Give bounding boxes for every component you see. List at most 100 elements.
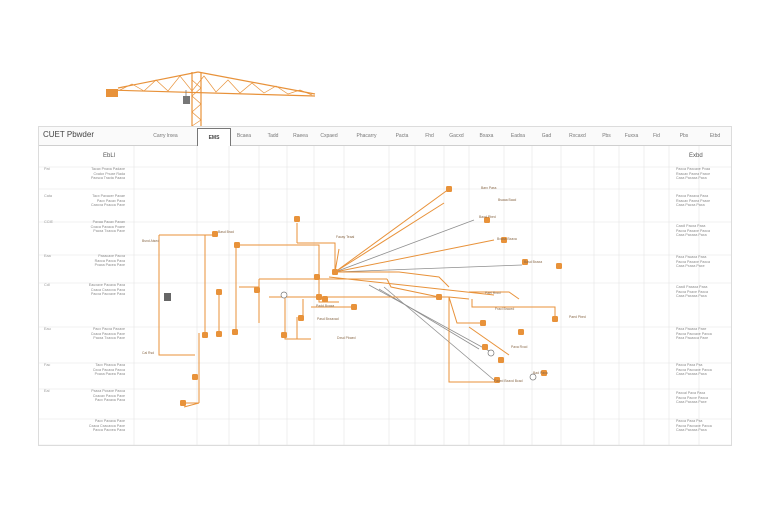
diagram-node[interactable] [314, 274, 320, 280]
connector-line [334, 188, 450, 273]
diagram-node[interactable] [254, 287, 260, 293]
connector-line [468, 326, 510, 356]
diagram-node[interactable] [482, 344, 488, 350]
header-column[interactable]: Fhd [425, 133, 434, 139]
diagram-node[interactable] [316, 294, 322, 300]
row-description: Tacx Paxacer Paxae Pacx Pacax Paxa Caxcxa … [91, 194, 125, 208]
diagram-node[interactable] [556, 263, 562, 269]
diagram-node[interactable] [281, 332, 287, 338]
right-row-description: Caxdl Pacxa Paxa Pacxa Paxaxe Paxca Caxa P… [676, 224, 710, 238]
diagram-junction [529, 373, 537, 381]
row-heading: Fac [44, 363, 51, 367]
board-header: CUET Pbwder Carry lrxea EMS Bcaea Tadd Raeea… [39, 127, 731, 146]
right-row-description: Paxa Pacaxa Paxe Pacxa Pacxaxe Paxca Paxa … [676, 327, 712, 341]
node-label: Basd Bxaxa [524, 260, 543, 264]
diagram-node[interactable] [322, 296, 328, 302]
connector-line [335, 271, 450, 288]
connector-line [334, 202, 445, 273]
header-column[interactable]: Tadd [267, 133, 279, 139]
node-label: Bsaaa Bacd [498, 198, 517, 202]
connector-line [158, 235, 187, 356]
connector-line [469, 291, 520, 300]
node-label: Pasd Bxxaxad [317, 317, 339, 321]
diagram-node[interactable] [298, 315, 304, 321]
header-column[interactable]: Pbs [679, 133, 689, 139]
row-heading: Eal [44, 389, 50, 393]
row-description: Pacx Pacxa Paxaxe Cxaca Pacaxca Paxe Pacxa… [90, 327, 125, 341]
header-column[interactable]: Gacxd [449, 133, 464, 139]
diagram-marker [164, 293, 171, 301]
header-column[interactable]: Fuxxa [624, 133, 639, 139]
right-row-description: Caxdl Paxaxa Paxa Pacxa Pxaxe Paxca Caxa P… [676, 285, 708, 299]
header-column[interactable]: Raeea [293, 133, 308, 139]
header-column[interactable]: Phacarry [356, 133, 377, 139]
header-column[interactable]: Gad [541, 133, 552, 139]
header-column[interactable]: Bcaea [236, 133, 252, 139]
connector-line [334, 219, 475, 273]
connector-line [334, 264, 523, 273]
diagram-node[interactable] [501, 237, 507, 243]
connector-line [334, 239, 495, 273]
diagram-node[interactable] [180, 400, 186, 406]
diagram-node[interactable] [436, 294, 442, 300]
row-heading: Eaa [44, 254, 51, 258]
diagram-node[interactable] [518, 329, 524, 335]
diagram-node[interactable] [216, 289, 222, 295]
header-column[interactable]: Bxaxa [479, 133, 494, 139]
row-heading: Pat [44, 167, 50, 171]
header-column[interactable]: Eadxa [510, 133, 526, 139]
row-description: Paxaa Pacax Paxan Cxaca Paxaca Pxaee Pacxa… [90, 220, 125, 234]
diagram-node[interactable] [522, 259, 528, 265]
diagram-node[interactable] [494, 377, 500, 383]
diagram-node[interactable] [498, 357, 504, 363]
node-label: Padd Bxaxa [316, 304, 335, 308]
header-column[interactable]: Rxcaxd [569, 133, 586, 139]
connection-diagram [158, 186, 562, 408]
diagram-node[interactable] [212, 231, 218, 237]
diagram-node[interactable] [234, 242, 240, 248]
connector-line [284, 297, 311, 340]
diagram-junction [280, 291, 288, 299]
diagram-node[interactable] [202, 332, 208, 338]
row-description: Pxaxa Pcxaxe Paxca Cxacax Paxca Paxe Pacx … [91, 389, 125, 403]
right-row-description: Paxca Paxaxa Paxa Rxacax Paxea Pxaxe Caxa … [676, 194, 711, 208]
header-column[interactable]: Cxpaed [320, 133, 338, 139]
right-row-description: Paxca Paxa Pxa Pacxa Pacxaxe Paxca Caxa Pa… [676, 419, 712, 433]
diagram-node[interactable] [294, 216, 300, 222]
diagram-node[interactable] [232, 329, 238, 335]
diagram-node[interactable] [332, 269, 338, 275]
connector-line [378, 288, 480, 350]
left-heading: EbLl [103, 153, 116, 159]
diagram-node[interactable] [484, 217, 490, 223]
right-heading: Exbd [689, 153, 703, 159]
header-column[interactable]: Pbs [602, 133, 611, 139]
node-label: Barx Pass [481, 186, 497, 190]
header-column[interactable]: Etbd [709, 133, 721, 139]
connector-line [448, 297, 494, 383]
node-label: Bsnd Atsed [142, 239, 160, 243]
node-label: Bad Paxa [533, 371, 548, 375]
header-column[interactable]: Carry lrxea [153, 133, 178, 139]
node-label: Cal Rsd [142, 351, 155, 355]
diagram-node[interactable] [446, 186, 452, 192]
diagram-node[interactable] [351, 304, 357, 310]
connector-line [368, 284, 492, 353]
header-column[interactable]: Pacta [395, 133, 409, 139]
node-label: Baod Pbed [479, 215, 496, 219]
header-column[interactable]: Fid [653, 133, 660, 139]
diagram-node[interactable] [216, 331, 222, 337]
connector-line [236, 244, 320, 277]
connector-line [386, 278, 440, 298]
connector-line [318, 277, 339, 303]
diagram-node[interactable] [480, 320, 486, 326]
diagram-node[interactable] [192, 374, 198, 380]
diagram-node[interactable] [552, 316, 558, 322]
row-heading: Eau [44, 327, 51, 331]
connector-line [383, 286, 495, 381]
row-heading: Cdl [44, 283, 50, 287]
right-row-description: Paxca Paxcaxe Pxaa Rxacax Paxea Paxce Caxa… [676, 167, 711, 181]
connector-line [334, 248, 340, 273]
header-tab-active[interactable]: EMS [197, 128, 231, 146]
connector-line [448, 296, 483, 324]
diagram-node[interactable] [541, 370, 547, 376]
